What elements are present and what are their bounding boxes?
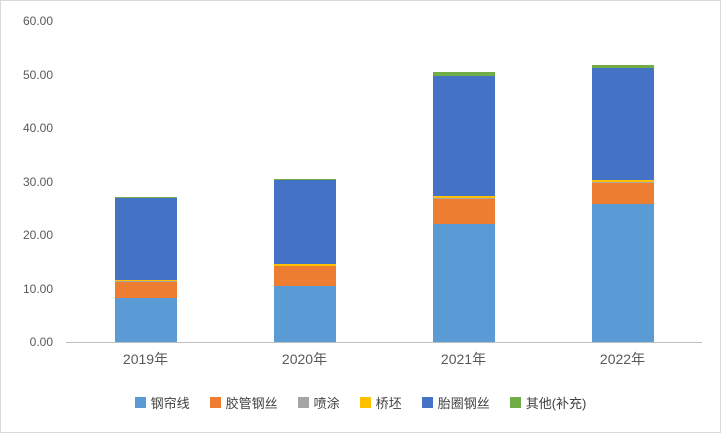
y-tick-label: 30.00 — [22, 174, 53, 189]
x-axis: 2019年 2020年 2021年 2022年 — [66, 349, 702, 369]
x-tick-label: 2020年 — [281, 351, 328, 367]
legend-swatch-icon — [209, 397, 221, 408]
legend-label: 胶管钢丝 — [225, 396, 278, 411]
legend-item: 喷涂 — [297, 393, 340, 412]
bar-2021年 — [432, 21, 495, 342]
bar-2019年 — [114, 21, 177, 342]
legend-item: 其他(补充) — [509, 393, 587, 412]
legend-label: 其他(补充) — [525, 396, 587, 411]
bar-segment-胶管钢丝 — [273, 266, 336, 286]
y-tick-label: 20.00 — [22, 228, 53, 242]
bar-segment-胎圈钢丝 — [432, 75, 495, 196]
legend-item: 桥坯 — [359, 393, 402, 412]
bar-segment-胶管钢丝 — [114, 281, 177, 298]
legend-label: 桥坯 — [375, 396, 402, 411]
legend-swatch-icon — [134, 397, 146, 408]
y-tick-label: 10.00 — [22, 281, 53, 296]
bar-segment-桥坯 — [432, 195, 495, 198]
legend-label: 胎圈钢丝 — [437, 396, 490, 411]
bar-segment-胶管钢丝 — [432, 198, 495, 225]
bar-segment-其他(补充) — [591, 64, 654, 69]
bar-segment-钢帘线 — [114, 297, 177, 342]
legend-swatch-icon — [509, 397, 521, 408]
bar-segment-其他(补充) — [273, 178, 336, 181]
bar-segment-胎圈钢丝 — [114, 198, 177, 280]
y-tick-label: 40.00 — [22, 121, 53, 135]
legend-item: 胶管钢丝 — [209, 393, 278, 412]
y-tick-label: 60.00 — [22, 14, 53, 28]
legend-swatch-icon — [421, 397, 433, 408]
bar-segment-喷涂 — [273, 265, 336, 267]
legend-item: 胎圈钢丝 — [421, 393, 490, 412]
bar-segment-胎圈钢丝 — [591, 68, 654, 180]
bar-2022年 — [591, 21, 654, 342]
x-tick-label: 2019年 — [122, 351, 169, 367]
plot-area — [66, 21, 702, 343]
legend-swatch-icon — [297, 397, 309, 408]
bar-segment-其他(补充) — [114, 196, 177, 199]
bar-segment-胶管钢丝 — [591, 182, 654, 204]
legend: 钢帘线 胶管钢丝 喷涂 桥坯 胎圈钢丝 其他(补充) — [1, 393, 720, 412]
bar-segment-胎圈钢丝 — [273, 180, 336, 265]
bar-2020年 — [273, 21, 336, 342]
x-tick-label: 2021年 — [440, 351, 487, 367]
bar-segment-喷涂 — [591, 181, 654, 183]
y-tick-label: 0.00 — [29, 335, 53, 349]
bar-segment-钢帘线 — [273, 285, 336, 342]
bar-segment-钢帘线 — [432, 224, 495, 342]
bar-segment-喷涂 — [114, 281, 177, 282]
bar-segment-桥坯 — [114, 279, 177, 282]
x-tick-label: 2022年 — [599, 351, 646, 367]
y-tick-label: 50.00 — [22, 67, 53, 82]
legend-item: 钢帘线 — [134, 393, 190, 412]
bar-segment-喷涂 — [432, 197, 495, 199]
bar-segment-桥坯 — [273, 264, 336, 266]
y-axis: 0.00 10.00 20.00 30.00 40.00 50.00 60.00 — [1, 14, 57, 349]
legend-label: 钢帘线 — [150, 396, 190, 411]
bar-segment-其他(补充) — [432, 71, 495, 76]
legend-swatch-icon — [359, 397, 371, 408]
bar-segment-桥坯 — [591, 179, 654, 182]
legend-label: 喷涂 — [313, 396, 340, 411]
bar-segment-钢帘线 — [591, 203, 654, 342]
